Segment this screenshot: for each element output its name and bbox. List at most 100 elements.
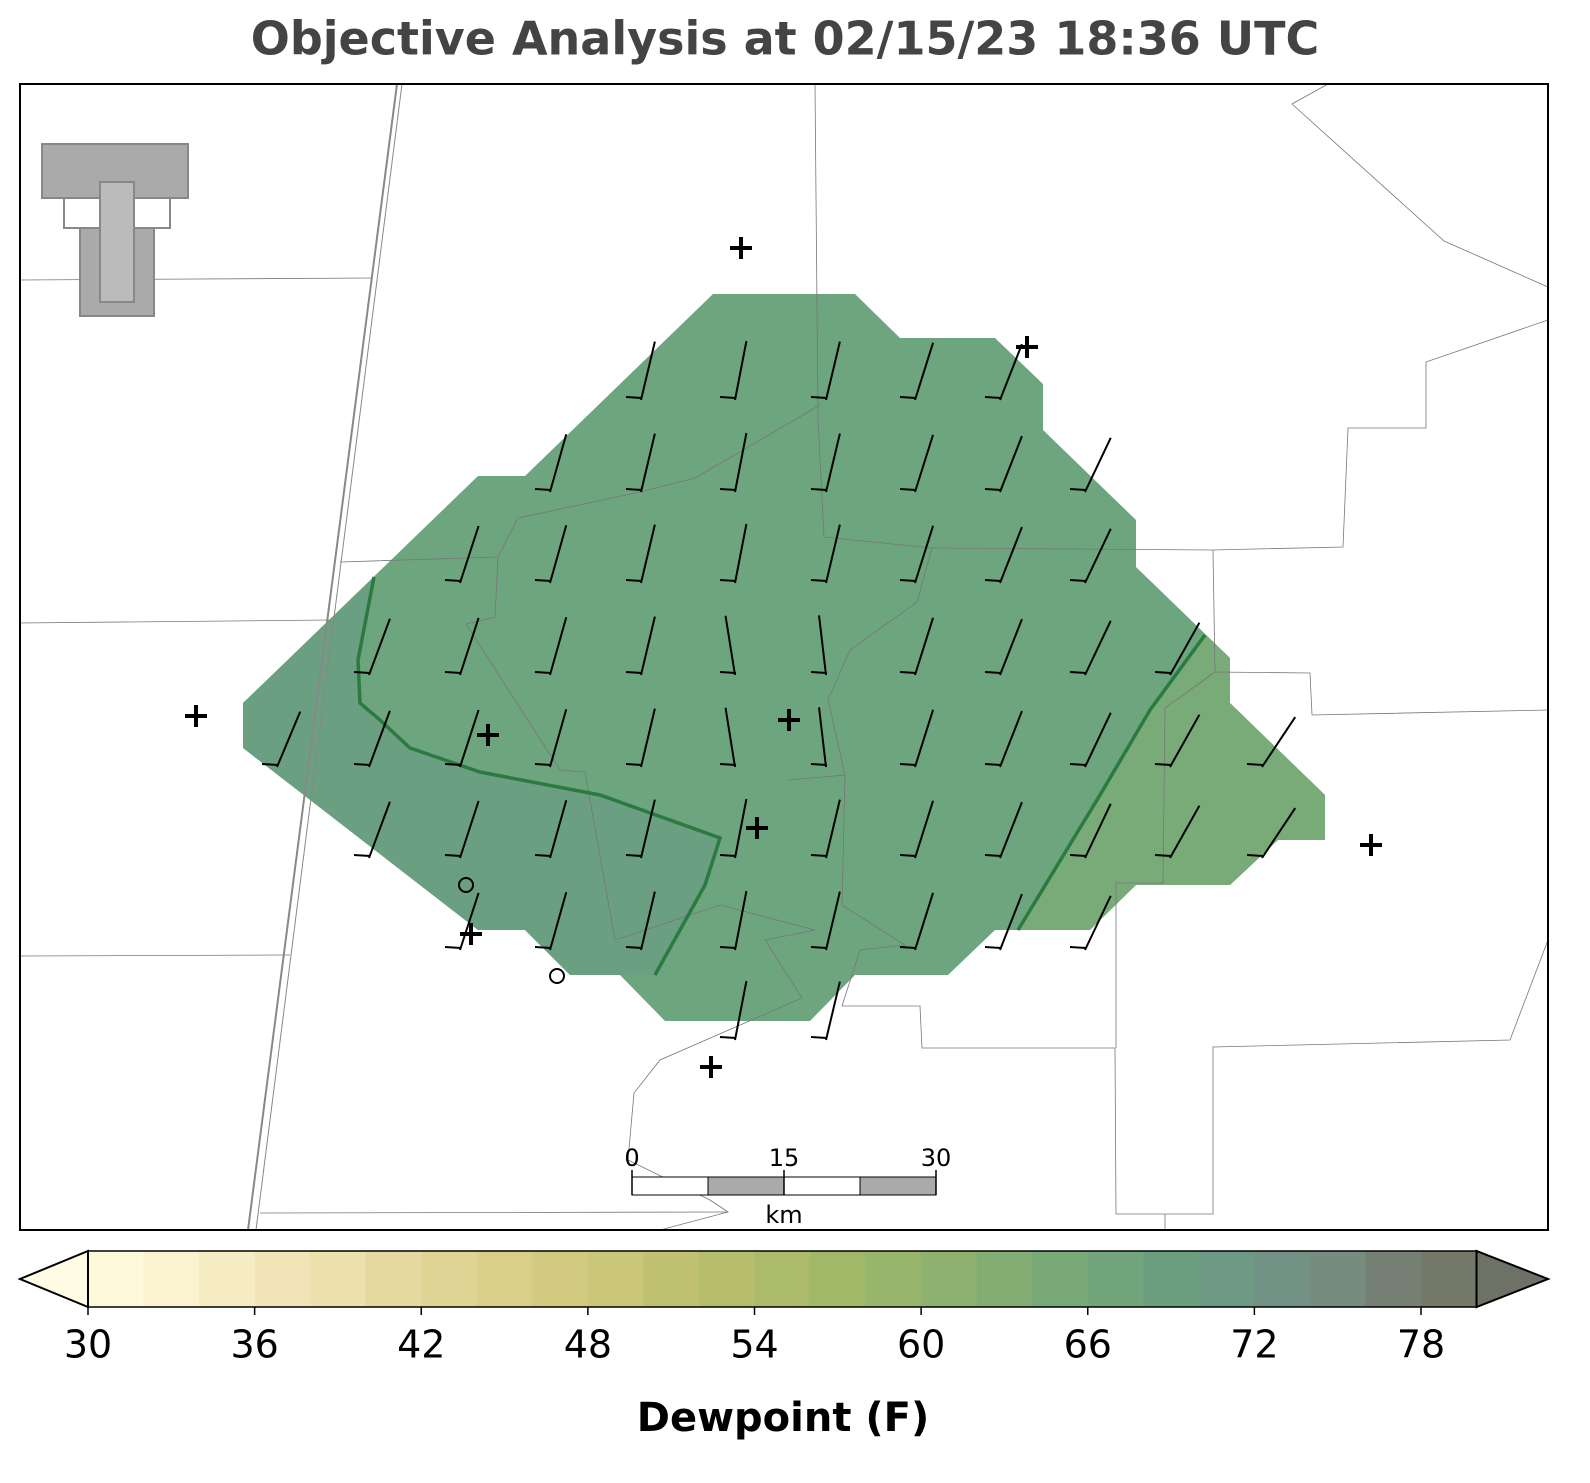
barb-staff (1084, 620, 1112, 676)
wind-barbs (261, 340, 1297, 1041)
barb-flag (810, 488, 828, 491)
barb-flag (984, 763, 1002, 766)
county-line (259, 1211, 729, 1214)
barb-staff (999, 710, 1023, 768)
barb-flag (625, 396, 643, 399)
barb-flag (984, 946, 1002, 949)
barb-flag (719, 671, 737, 674)
barb-flag (1069, 763, 1087, 766)
scale-tick-label: 30 (921, 1144, 952, 1172)
colorbar-tick-label: 30 (64, 1323, 112, 1367)
colorbar-bin (1198, 1251, 1255, 1307)
barb-flag (810, 946, 828, 949)
barb-flag (719, 396, 737, 399)
barb-staff (825, 981, 841, 1041)
barb-staff (640, 341, 656, 401)
colorbar-tick-label: 36 (230, 1323, 278, 1367)
state-line (247, 83, 403, 1231)
barb-staff (734, 890, 748, 951)
barb-staff (1084, 895, 1112, 951)
scale-unit: km (765, 1201, 802, 1229)
barb-flag (984, 396, 1002, 399)
colorbar-bin (698, 1251, 755, 1307)
barb-flag (899, 946, 917, 949)
barb-flag (719, 946, 737, 949)
colorbar-bin (88, 1251, 145, 1307)
colorbar-tick-label: 42 (397, 1323, 445, 1367)
barb-flag (353, 854, 371, 857)
barb-flag (899, 671, 917, 674)
barb-flag (984, 579, 1002, 582)
colorbar-tick-label: 72 (1230, 1323, 1278, 1367)
county-line (1212, 549, 1549, 716)
barb-staff (999, 801, 1023, 859)
county-line (787, 547, 1549, 1215)
barb-staff (825, 433, 841, 493)
barb-staff (549, 616, 568, 676)
colorbar-tick-label: 60 (897, 1323, 945, 1367)
colorbar-bin (1254, 1251, 1311, 1307)
scale-bar: km 0 15 30 (624, 1144, 951, 1229)
barb-flag (984, 488, 1002, 491)
barb-staff (999, 618, 1023, 676)
barb-staff (999, 343, 1023, 401)
barb-flag (1154, 854, 1172, 857)
barb-flag (444, 763, 462, 766)
barb-staff (640, 891, 656, 951)
colorbar-bin (754, 1251, 811, 1307)
colorbar-bin (1365, 1251, 1422, 1307)
colorbar-bin (199, 1251, 256, 1307)
barb-staff (549, 433, 568, 493)
barb-flag (625, 946, 643, 949)
colorbar-bin (532, 1251, 589, 1307)
barb-flag (625, 763, 643, 766)
map-frame (19, 83, 1549, 1231)
barb-flag (625, 488, 643, 491)
barb-flag (1069, 854, 1087, 857)
station-calm (458, 877, 474, 893)
barb-staff (825, 891, 841, 951)
barb-staff (1261, 716, 1297, 768)
barb-staff (459, 892, 480, 951)
colorbar-bin (1032, 1251, 1089, 1307)
colorbar-under (17, 1249, 89, 1309)
barb-flag (899, 854, 917, 857)
county-line (19, 619, 331, 624)
barb-staff (459, 709, 480, 768)
barb-staff (640, 433, 656, 493)
contour (1016, 633, 1207, 931)
barb-staff (999, 893, 1023, 951)
barb-flag (261, 763, 279, 766)
barb-staff (724, 615, 736, 676)
barb-flag (444, 671, 462, 674)
barb-flag (719, 854, 737, 857)
dewpoint-field-west (243, 577, 720, 975)
barb-staff (368, 710, 391, 768)
barb-flag (1246, 763, 1264, 766)
barb-staff (1084, 528, 1112, 584)
county-line (19, 954, 291, 957)
scale-segment (631, 1176, 709, 1196)
barb-flag (899, 763, 917, 766)
barb-staff (914, 434, 935, 493)
barb-staff (1261, 807, 1297, 859)
barb-staff (999, 526, 1023, 584)
barb-staff (640, 524, 656, 584)
barb-flag (534, 854, 552, 857)
colorbar-bin (254, 1251, 311, 1307)
barb-staff (734, 798, 748, 859)
barb-flag (719, 763, 737, 766)
barb-staff (368, 618, 391, 676)
barb-flag (1154, 763, 1172, 766)
barb-staff (734, 432, 748, 493)
barb-staff (549, 799, 568, 859)
barb-staff (640, 616, 656, 676)
county-line (814, 83, 1549, 551)
colorbar-bin (1143, 1251, 1200, 1307)
barb-flag (534, 579, 552, 582)
county-line (19, 277, 373, 281)
colorbar-bin (587, 1251, 644, 1307)
barb-staff (724, 707, 736, 768)
barb-flag (1246, 854, 1264, 857)
barb-flag (444, 946, 462, 949)
